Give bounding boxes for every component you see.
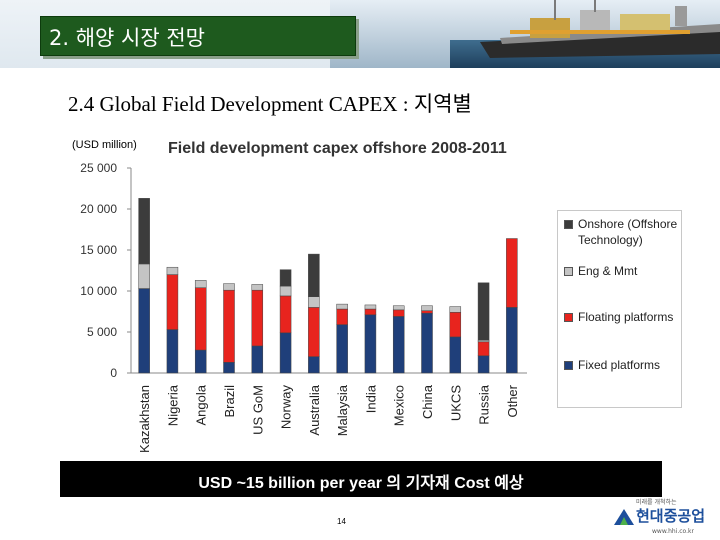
chart-title: Field development capex offshore 2008-20… — [168, 140, 507, 157]
y-tick-label: 5 000 — [87, 325, 117, 339]
bar-brazil-eng-mmt — [223, 283, 235, 291]
chart-unit-label: (USD million) — [72, 139, 137, 151]
y-tick-label: 10 000 — [80, 284, 117, 298]
bar-angola-floating-platforms — [194, 287, 207, 351]
x-tick-label-angola: Angola — [194, 384, 209, 425]
bar-us-gom-floating-platforms — [251, 289, 264, 347]
y-tick-label: 15 000 — [80, 243, 117, 257]
bar-angola-fixed-platforms — [194, 349, 207, 374]
section-title-tab: 2. 해양 시장 전망 — [40, 16, 356, 56]
summary-banner: USD ~15 billion per year 의 기자재 Cost 예상 — [60, 461, 662, 497]
x-tick-label-nigeria: Nigeria — [165, 384, 180, 426]
bar-norway-onshore-offshore-technology — [279, 269, 292, 287]
bar-ukcs-fixed-platforms — [449, 336, 462, 374]
x-tick-label-malaysia: Malaysia — [335, 384, 350, 436]
legend-label-floating: Floating platforms — [578, 310, 674, 324]
bar-india-fixed-platforms — [364, 314, 377, 374]
bar-norway-floating-platforms — [279, 295, 292, 334]
legend-label-fixed: Fixed platforms — [578, 358, 661, 372]
capex-bar-chart: 0 5 000 10 000 15 000 20 000 25 000 Kazakhstan… — [80, 161, 527, 453]
bar-kazakhstan-onshore-offshore-technology — [138, 198, 150, 265]
legend-label-onshore: Onshore (Offshore Technology) — [578, 217, 678, 247]
offshore-platform-photo — [330, 0, 720, 68]
x-tick-label-china: China — [420, 384, 435, 419]
bar-kazakhstan-fixed-platforms — [138, 288, 150, 374]
bar-china-fixed-platforms — [421, 312, 433, 374]
x-tick-label-ukcs: UKCS — [448, 385, 463, 421]
bar-norway-eng-mmt — [279, 285, 292, 297]
logo-name: 현대중공업 — [636, 507, 706, 525]
bar-australia-eng-mmt — [308, 296, 320, 308]
bar-other-floating-platforms — [506, 238, 518, 308]
summary-banner-text: USD ~15 billion per year 의 기자재 Cost 예상 — [198, 475, 524, 492]
bar-angola-eng-mmt — [194, 280, 207, 288]
bar-china-floating-platforms — [421, 310, 433, 314]
bar-malaysia-eng-mmt — [336, 303, 348, 310]
bar-us-gom-eng-mmt — [251, 284, 264, 291]
bar-norway-fixed-platforms — [279, 332, 292, 374]
x-tick-label-australia: Australia — [307, 384, 322, 435]
bar-australia-fixed-platforms — [308, 356, 320, 374]
bar-mexico-eng-mmt — [392, 305, 405, 311]
bar-brazil-fixed-platforms — [223, 362, 235, 374]
slide-subtitle: 2.4 Global Field Development CAPEX : 지역별 — [68, 92, 472, 116]
section-title: 2. 해양 시장 전망 — [49, 26, 205, 50]
x-tick-label-norway: Norway — [279, 385, 294, 430]
bar-us-gom-fixed-platforms — [251, 345, 264, 374]
x-tick-label-india: India — [363, 384, 378, 413]
bar-nigeria-fixed-platforms — [166, 329, 179, 374]
bar-australia-floating-platforms — [308, 307, 320, 357]
bar-russia-floating-platforms — [477, 341, 490, 357]
company-logo: 미래를 개척하는 현대중공업 www.hhi.co.kr — [612, 497, 718, 539]
bar-russia-fixed-platforms — [477, 355, 490, 374]
x-tick-label-us-gom: US GoM — [250, 385, 265, 435]
legend-swatch-floating — [564, 313, 573, 322]
y-tick-label: 20 000 — [80, 202, 117, 216]
bar-ukcs-eng-mmt — [449, 306, 462, 313]
x-tick-label-mexico: Mexico — [392, 385, 407, 426]
y-tick-label: 0 — [110, 366, 117, 380]
bar-ukcs-floating-platforms — [449, 312, 462, 338]
logo-triangle-icon — [614, 509, 634, 525]
bar-nigeria-eng-mmt — [166, 266, 179, 275]
logo-url: www.hhi.co.kr — [652, 528, 694, 535]
bar-india-eng-mmt — [364, 304, 377, 310]
legend-label-eng-mmt: Eng & Mmt — [578, 264, 638, 278]
legend-swatch-eng-mmt — [564, 267, 573, 276]
bar-mexico-fixed-platforms — [392, 316, 405, 374]
logo-tagline: 미래를 개척하는 — [636, 499, 677, 506]
x-tick-label-russia: Russia — [477, 384, 492, 425]
bar-australia-onshore-offshore-technology — [308, 253, 320, 297]
page-number: 14 — [337, 517, 346, 526]
legend-swatch-onshore — [564, 220, 573, 229]
bar-russia-onshore-offshore-technology — [477, 282, 490, 341]
legend-swatch-fixed — [564, 361, 573, 370]
bar-india-floating-platforms — [364, 308, 377, 316]
bar-brazil-floating-platforms — [223, 289, 235, 363]
chart-legend: Onshore (Offshore Technology) Eng & Mmt … — [557, 210, 682, 408]
x-tick-label-kazakhstan: Kazakhstan — [137, 385, 152, 453]
bar-kazakhstan-eng-mmt — [138, 263, 150, 289]
y-tick-label: 25 000 — [80, 161, 117, 175]
x-tick-label-other: Other — [505, 384, 520, 417]
bar-malaysia-floating-platforms — [336, 308, 348, 325]
x-tick-label-brazil: Brazil — [222, 385, 237, 418]
bar-malaysia-fixed-platforms — [336, 324, 348, 374]
bar-nigeria-floating-platforms — [166, 274, 179, 330]
bar-mexico-floating-platforms — [392, 309, 405, 317]
bar-other-fixed-platforms — [506, 307, 518, 374]
bar-china-eng-mmt — [421, 305, 433, 311]
